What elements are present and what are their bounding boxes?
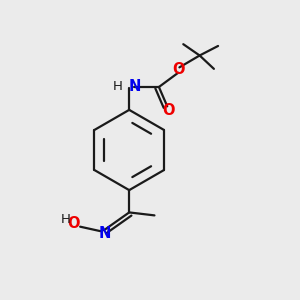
Text: N: N [128, 80, 141, 94]
Text: O: O [67, 216, 79, 231]
Text: N: N [98, 226, 111, 241]
Text: O: O [162, 103, 175, 118]
Text: H: H [60, 213, 70, 226]
Text: H: H [113, 80, 123, 94]
Text: O: O [172, 62, 185, 77]
